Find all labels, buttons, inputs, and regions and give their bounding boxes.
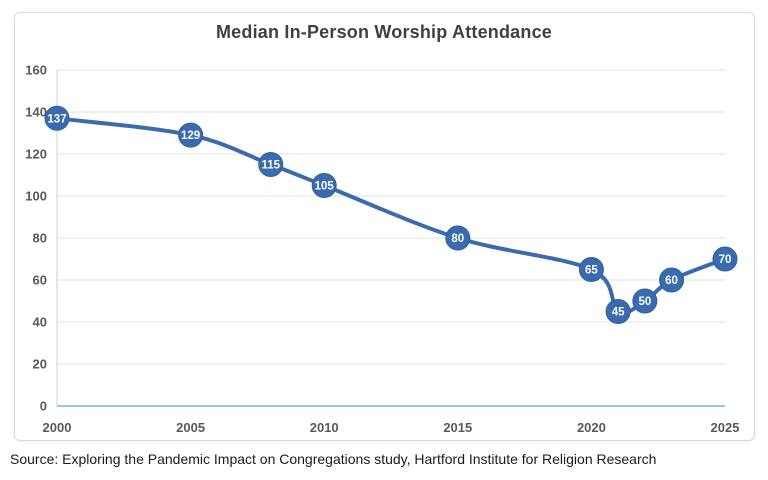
data-point-marker (44, 105, 70, 131)
x-tick-label: 2000 (43, 420, 72, 435)
y-tick-label: 0 (40, 399, 47, 414)
data-point-marker (632, 288, 658, 314)
data-point-label: 70 (719, 254, 732, 266)
data-point-marker (578, 257, 604, 282)
x-tick-label: 2015 (443, 420, 472, 435)
y-tick-label: 100 (25, 189, 47, 204)
data-point-marker (258, 152, 284, 177)
data-point-label: 129 (181, 130, 200, 142)
data-point-marker (178, 122, 204, 148)
y-tick-label: 160 (25, 63, 47, 78)
data-point-label: 115 (261, 160, 280, 172)
data-point-label: 45 (612, 307, 625, 319)
x-tick-label: 2005 (176, 420, 205, 435)
data-point-marker (659, 267, 685, 293)
y-tick-label: 80 (33, 231, 47, 246)
x-tick-label: 2025 (711, 420, 740, 435)
data-point-marker (712, 246, 738, 272)
chart-title: Median In-Person Worship Attendance (215, 22, 553, 42)
data-point-marker (605, 299, 631, 324)
x-tick-label: 2010 (310, 420, 339, 435)
data-point-marker (445, 225, 471, 251)
y-tick-label: 140 (25, 105, 47, 120)
data-point-marker (311, 173, 337, 198)
chart-card (14, 12, 755, 441)
y-tick-label: 40 (33, 315, 47, 330)
y-tick-label: 20 (33, 357, 47, 372)
x-tick-label: 2020 (577, 420, 606, 435)
data-point-label: 80 (451, 233, 464, 245)
data-point-label: 60 (665, 275, 678, 287)
y-tick-label: 120 (25, 147, 47, 162)
data-point-label: 105 (315, 181, 335, 193)
source-note: Source: Exploring the Pandemic Impact on… (10, 451, 657, 467)
data-point-label: 50 (638, 296, 651, 308)
data-point-label: 65 (585, 265, 598, 277)
data-point-label: 137 (47, 113, 66, 125)
y-tick-label: 60 (33, 273, 47, 288)
trend-line (55, 116, 727, 315)
